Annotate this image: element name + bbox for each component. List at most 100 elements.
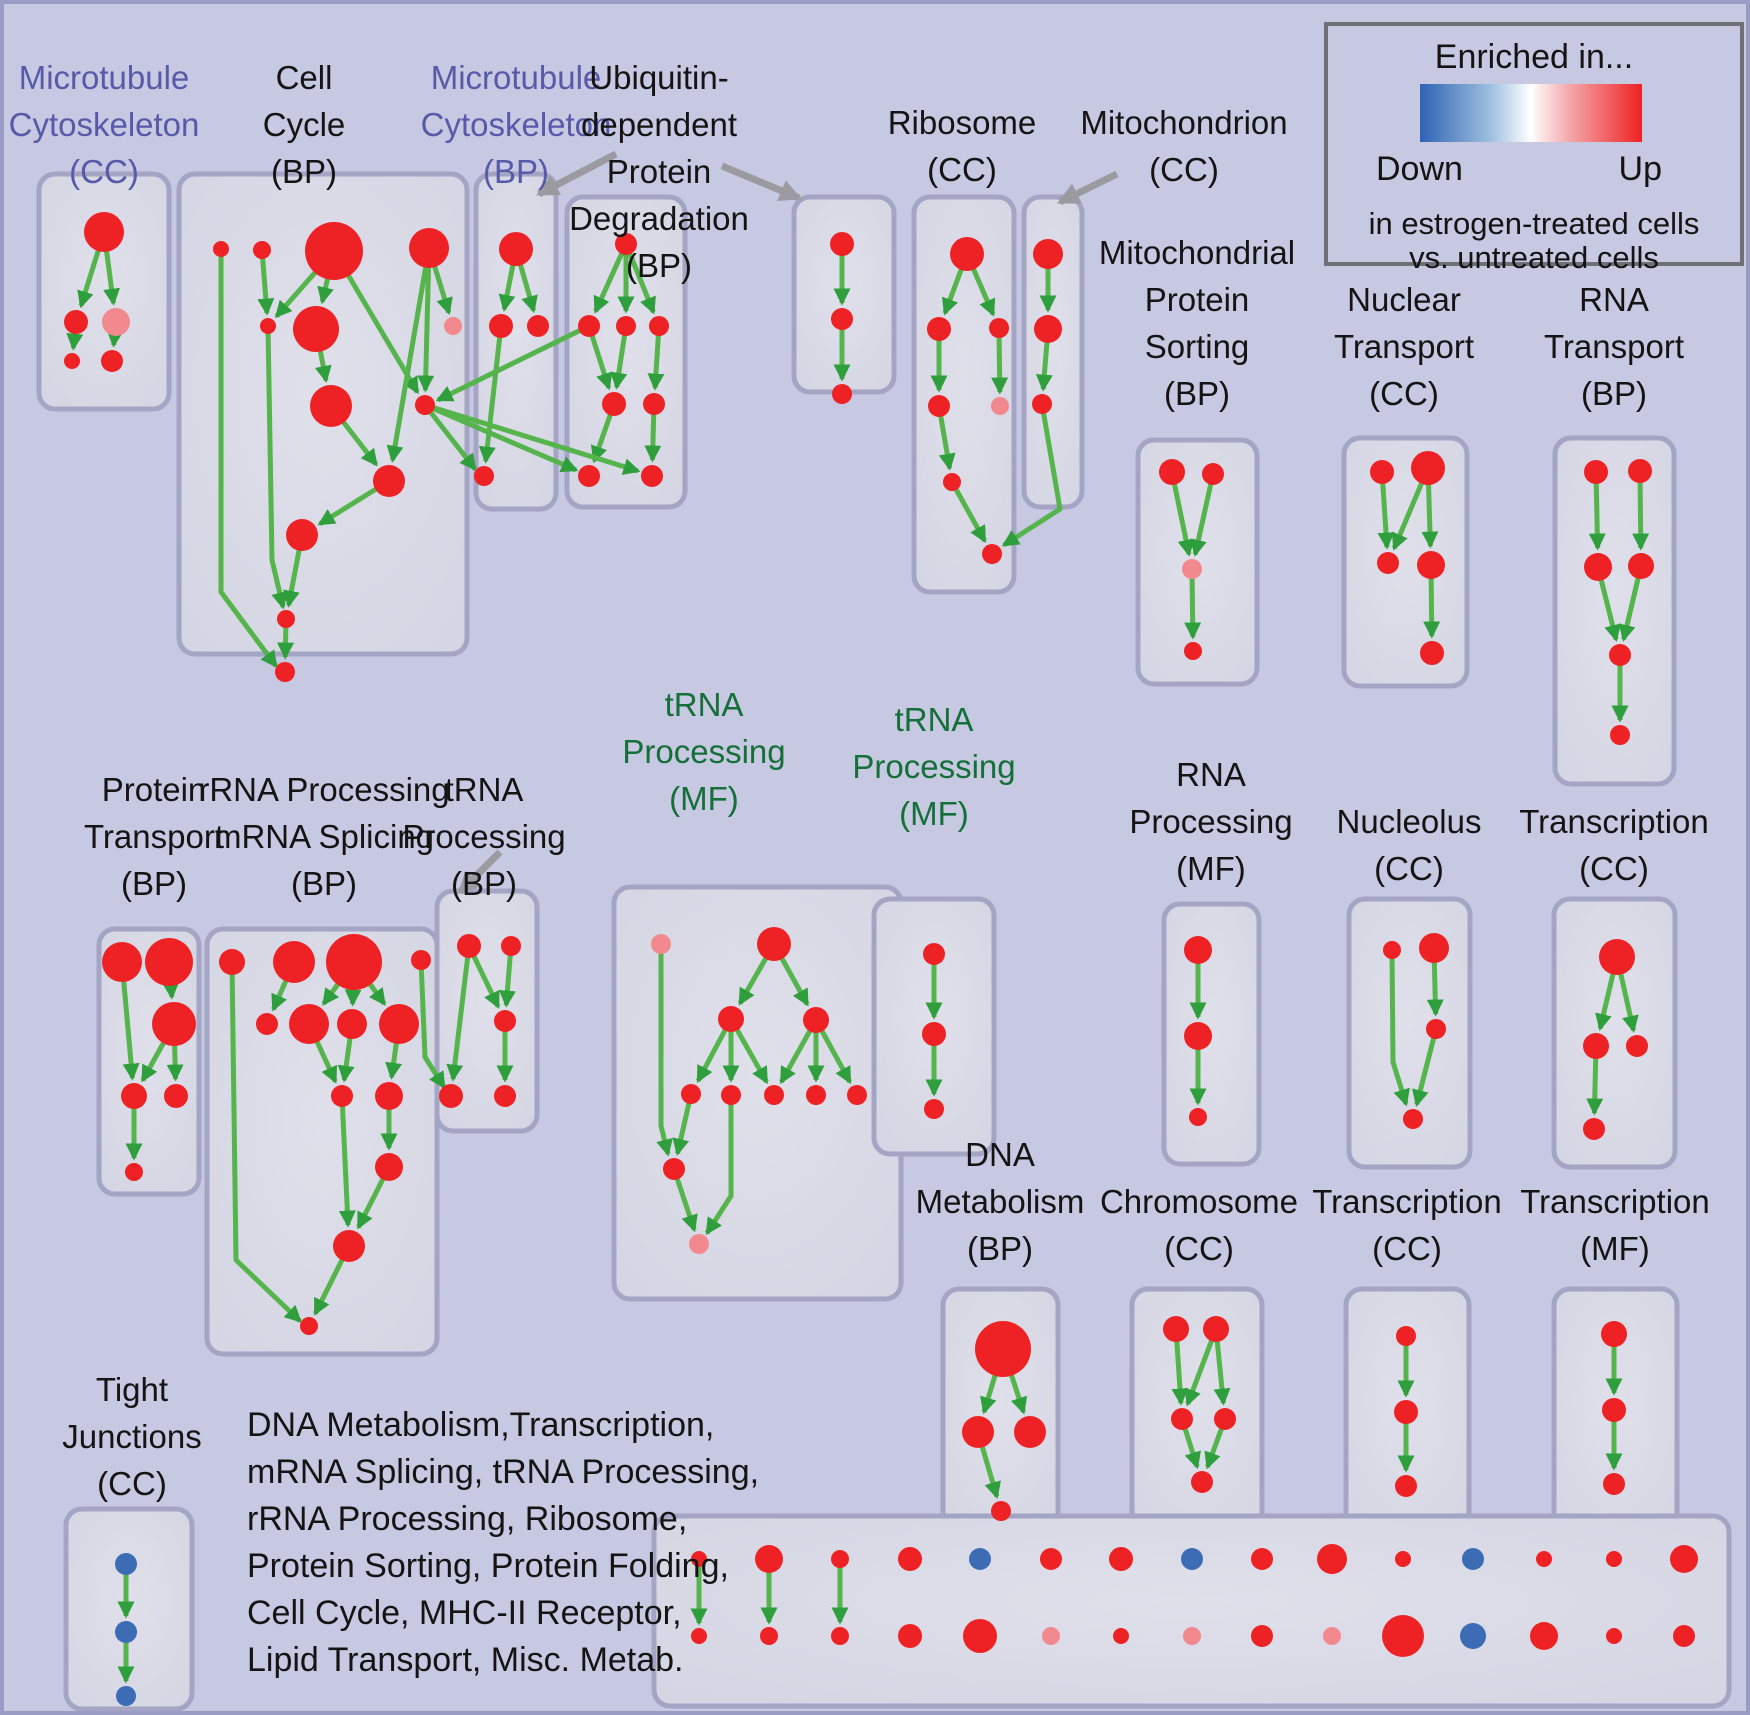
go-term-node — [253, 241, 271, 259]
go-term-node — [764, 1085, 784, 1105]
cluster-box-microtubule-cc — [36, 171, 172, 412]
go-term-node — [830, 232, 854, 256]
enrichment-edge — [386, 247, 432, 463]
enrichment-edge — [610, 325, 629, 390]
go-term-node — [963, 1619, 997, 1653]
go-term-node — [928, 395, 950, 417]
cluster-box-rna-transport-bp — [1552, 435, 1677, 787]
go-term-node — [415, 395, 435, 415]
go-term-node — [1599, 939, 1635, 975]
go-term-node — [989, 318, 1009, 338]
enrichment-edge — [1412, 1028, 1439, 1107]
enrichment-edge — [1588, 471, 1606, 551]
go-term-node — [1628, 459, 1652, 483]
go-term-node — [1628, 553, 1654, 579]
go-term-node — [457, 934, 481, 958]
go-term-node — [1602, 1398, 1626, 1422]
go-term-node — [300, 1317, 318, 1335]
legend-box: Enriched in... Down Up in estrogen-treat… — [1324, 22, 1744, 275]
go-term-node — [755, 1545, 783, 1573]
go-term-node — [831, 308, 853, 330]
go-term-node — [152, 1002, 196, 1046]
go-term-node — [616, 316, 636, 336]
go-term-node — [969, 1548, 991, 1570]
go-term-node — [975, 1321, 1031, 1377]
go-term-node — [1673, 1625, 1695, 1647]
enrichment-gradient-bar — [1420, 84, 1642, 142]
go-term-node — [1032, 394, 1052, 414]
go-term-node — [1184, 1022, 1212, 1050]
go-term-node — [649, 316, 669, 336]
cluster-box-rrna-processing-mrna-splicing-bp — [204, 926, 440, 1357]
go-term-node — [121, 1083, 147, 1109]
cluster-box-nucleolus-cc — [1346, 896, 1473, 1170]
go-term-node — [337, 1009, 367, 1039]
go-term-node — [333, 1230, 365, 1262]
network-canvas — [36, 150, 1732, 1711]
go-term-node — [293, 306, 339, 352]
enrichment-edge — [704, 1095, 734, 1236]
go-term-node — [1626, 1035, 1648, 1057]
annotation-arrow — [1056, 170, 1119, 206]
go-term-node — [213, 241, 229, 257]
go-term-node — [691, 1551, 707, 1567]
go-term-node — [375, 1153, 403, 1181]
enrichment-edge — [424, 402, 579, 473]
go-term-node — [1426, 1019, 1446, 1039]
go-term-node — [125, 1163, 143, 1181]
go-term-node — [164, 1084, 188, 1108]
go-term-node — [651, 934, 671, 954]
legend-subtitle-2: vs. untreated cells — [1409, 240, 1659, 275]
go-term-node — [1033, 239, 1063, 269]
enrichment-edge — [991, 327, 1009, 395]
go-term-node — [1584, 460, 1608, 484]
legend-up-label: Up — [1618, 150, 1662, 188]
go-term-node — [1181, 1548, 1203, 1570]
go-term-node — [718, 1006, 744, 1032]
go-term-node — [991, 397, 1009, 415]
go-term-node — [102, 308, 130, 336]
go-term-node — [1184, 642, 1202, 660]
go-term-node — [101, 350, 123, 372]
go-term-node — [494, 1085, 516, 1107]
go-term-node — [1251, 1548, 1273, 1570]
go-term-node — [602, 392, 626, 416]
go-term-node — [1382, 1615, 1424, 1657]
go-term-node — [1202, 463, 1224, 485]
enrichment-edge — [338, 1095, 356, 1228]
go-term-node — [1609, 644, 1631, 666]
legend-subtitle-1: in estrogen-treated cells — [1368, 206, 1700, 241]
enrichment-edge — [218, 249, 279, 669]
go-term-node — [615, 233, 637, 255]
enrichment-edge — [656, 944, 673, 1157]
enrichment-edge — [647, 325, 665, 391]
cluster-box-transcription-cc-mid — [1551, 896, 1678, 1170]
go-term-node — [1396, 1326, 1416, 1346]
cluster-box-ribosome-cc — [911, 194, 1017, 595]
enrichment-edge — [417, 247, 435, 393]
enrichment-edge — [423, 403, 477, 472]
go-term-node — [1171, 1408, 1193, 1430]
go-term-node — [923, 943, 945, 965]
enrichment-edge — [1632, 470, 1650, 551]
legend-down-label: Down — [1376, 150, 1463, 188]
go-term-node — [922, 1022, 946, 1046]
enrichment-edge — [1190, 473, 1216, 557]
misc-caption-line: mRNA Splicing, tRNA Processing, — [247, 1453, 760, 1491]
enrichment-edge — [446, 945, 472, 1082]
legend-scale-labels: Down Up — [1328, 150, 1740, 189]
enrichment-edge — [229, 961, 302, 1323]
go-term-node — [1163, 1316, 1189, 1342]
go-term-node — [1603, 1473, 1625, 1495]
enrichment-edge — [424, 402, 641, 475]
go-term-node — [847, 1085, 867, 1105]
go-term-node — [641, 465, 663, 487]
go-term-node — [991, 1501, 1011, 1521]
go-term-node — [1040, 1548, 1062, 1570]
go-term-node — [289, 1004, 329, 1044]
go-term-node — [1014, 1416, 1046, 1448]
enrichment-edge — [1169, 471, 1195, 557]
enrichment-edge — [1377, 471, 1395, 550]
go-term-node — [578, 465, 600, 487]
